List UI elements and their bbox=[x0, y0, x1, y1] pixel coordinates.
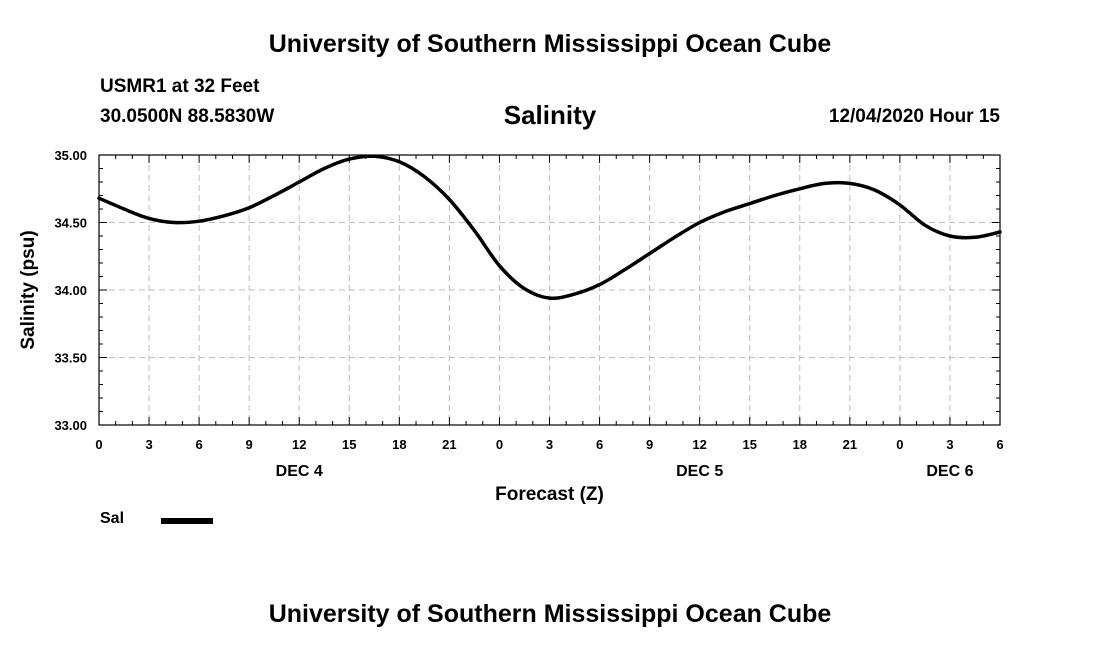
y-axis-title: Salinity (psu) bbox=[18, 230, 39, 349]
x-tick-label: 21 bbox=[442, 437, 456, 452]
y-tick-label: 33.00 bbox=[54, 418, 87, 433]
x-tick-label: 18 bbox=[793, 437, 807, 452]
x-tick-label: 0 bbox=[95, 437, 102, 452]
y-tick-label: 35.00 bbox=[54, 148, 87, 163]
series-line-sal bbox=[97, 154, 1002, 301]
x-tick-label: 9 bbox=[246, 437, 253, 452]
coordinates-label: 30.0500N 88.5830W bbox=[100, 106, 275, 127]
footer-title: University of Southern Mississippi Ocean… bbox=[268, 600, 832, 628]
chart-title: Salinity bbox=[503, 100, 597, 130]
date-label: DEC 4 bbox=[276, 463, 323, 480]
legend-label-sal: Sal bbox=[100, 510, 125, 527]
station-label: USMR1 at 32 Feet bbox=[100, 76, 260, 97]
x-tick-label: 9 bbox=[646, 437, 653, 452]
legend-line-sal bbox=[161, 518, 213, 524]
x-tick-label: 15 bbox=[342, 437, 356, 452]
x-tick-label: 3 bbox=[546, 437, 553, 452]
x-tick-label: 0 bbox=[496, 437, 503, 452]
date-label: DEC 6 bbox=[926, 463, 973, 480]
x-tick-label: 12 bbox=[292, 437, 306, 452]
run-info-label: 12/04/2020 Hour 15 bbox=[828, 106, 1000, 127]
x-tick-label: 6 bbox=[195, 437, 202, 452]
plot-frame bbox=[98, 154, 1001, 426]
page-title: University of Southern Mississippi Ocean… bbox=[268, 30, 832, 58]
x-tick-label: 12 bbox=[692, 437, 706, 452]
x-axis-title: Forecast (Z) bbox=[495, 484, 604, 505]
x-tick-label: 0 bbox=[896, 437, 903, 452]
y-tick-label: 34.00 bbox=[54, 283, 87, 298]
x-tick-label: 18 bbox=[392, 437, 406, 452]
x-tick-label: 15 bbox=[742, 437, 756, 452]
x-tick-label: 3 bbox=[145, 437, 152, 452]
x-tick-label: 6 bbox=[596, 437, 603, 452]
x-tick-label: 3 bbox=[946, 437, 953, 452]
y-tick-label: 34.50 bbox=[54, 216, 87, 231]
date-label: DEC 5 bbox=[676, 463, 723, 480]
x-tick-label: 6 bbox=[996, 437, 1003, 452]
x-tick-label: 21 bbox=[843, 437, 857, 452]
y-tick-label: 33.50 bbox=[54, 351, 87, 366]
